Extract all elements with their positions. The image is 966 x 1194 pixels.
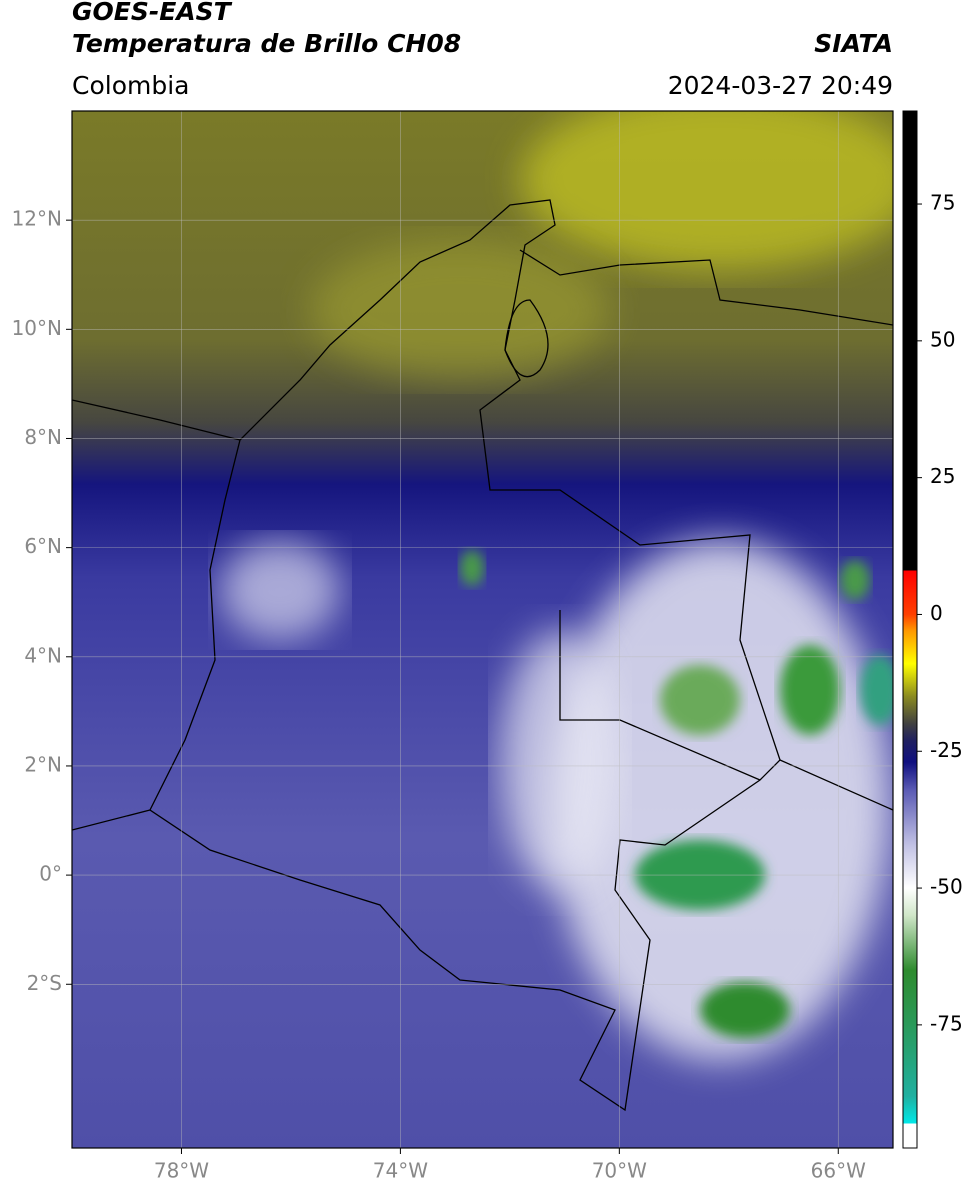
- cloud: [220, 540, 340, 640]
- colorbar: [902, 110, 918, 1149]
- colorbar-tick-label: -25: [930, 738, 963, 762]
- y-tick-label: 12°N: [12, 207, 62, 231]
- cold-top: [660, 665, 740, 735]
- colorbar-tick-label: 25: [930, 464, 955, 488]
- x-tick-label: 66°W: [811, 1159, 866, 1183]
- map-image: [72, 111, 893, 1148]
- colombia-border: [149, 199, 781, 1112]
- title: GOES-EAST: [72, 0, 233, 26]
- source: SIATA: [814, 29, 893, 58]
- region: Colombia: [72, 71, 189, 100]
- warm-area: [310, 240, 610, 380]
- x-tick-label: 74°W: [373, 1159, 428, 1183]
- colorbar-tick-label: -75: [930, 1011, 963, 1035]
- colorbar-tick-label: 50: [930, 327, 955, 351]
- y-tick-label: 8°N: [24, 425, 62, 449]
- datetime: 2024-03-27 20:49: [668, 71, 893, 100]
- coastline: [519, 249, 893, 326]
- map-frame: [71, 110, 894, 1149]
- y-tick-label: 4°N: [24, 643, 62, 667]
- grid: [72, 111, 893, 1148]
- y-tick-label: 2°S: [27, 971, 62, 995]
- subtitle: Temperatura de Brillo CH08: [72, 29, 461, 58]
- warm-area: [520, 111, 893, 270]
- y-tick-label: 2°N: [24, 752, 62, 776]
- y-tick-label: 6°N: [24, 534, 62, 558]
- colorbar-tick-label: 0: [930, 601, 943, 625]
- colorbar-tick-label: -50: [930, 875, 963, 899]
- colorbar-tick-label: 75: [930, 191, 955, 215]
- x-tick-label: 78°W: [154, 1159, 209, 1183]
- coastline: [559, 610, 893, 811]
- cold-top: [840, 560, 870, 600]
- x-tick-label: 70°W: [592, 1159, 647, 1183]
- cold-top: [700, 982, 790, 1038]
- cold-top: [780, 645, 840, 735]
- cold-top: [860, 655, 893, 725]
- cloud: [500, 630, 620, 890]
- y-tick-label: 10°N: [12, 316, 62, 340]
- cold-top: [460, 550, 484, 586]
- coastline: [72, 299, 549, 831]
- y-tick-label: 0°: [39, 862, 62, 886]
